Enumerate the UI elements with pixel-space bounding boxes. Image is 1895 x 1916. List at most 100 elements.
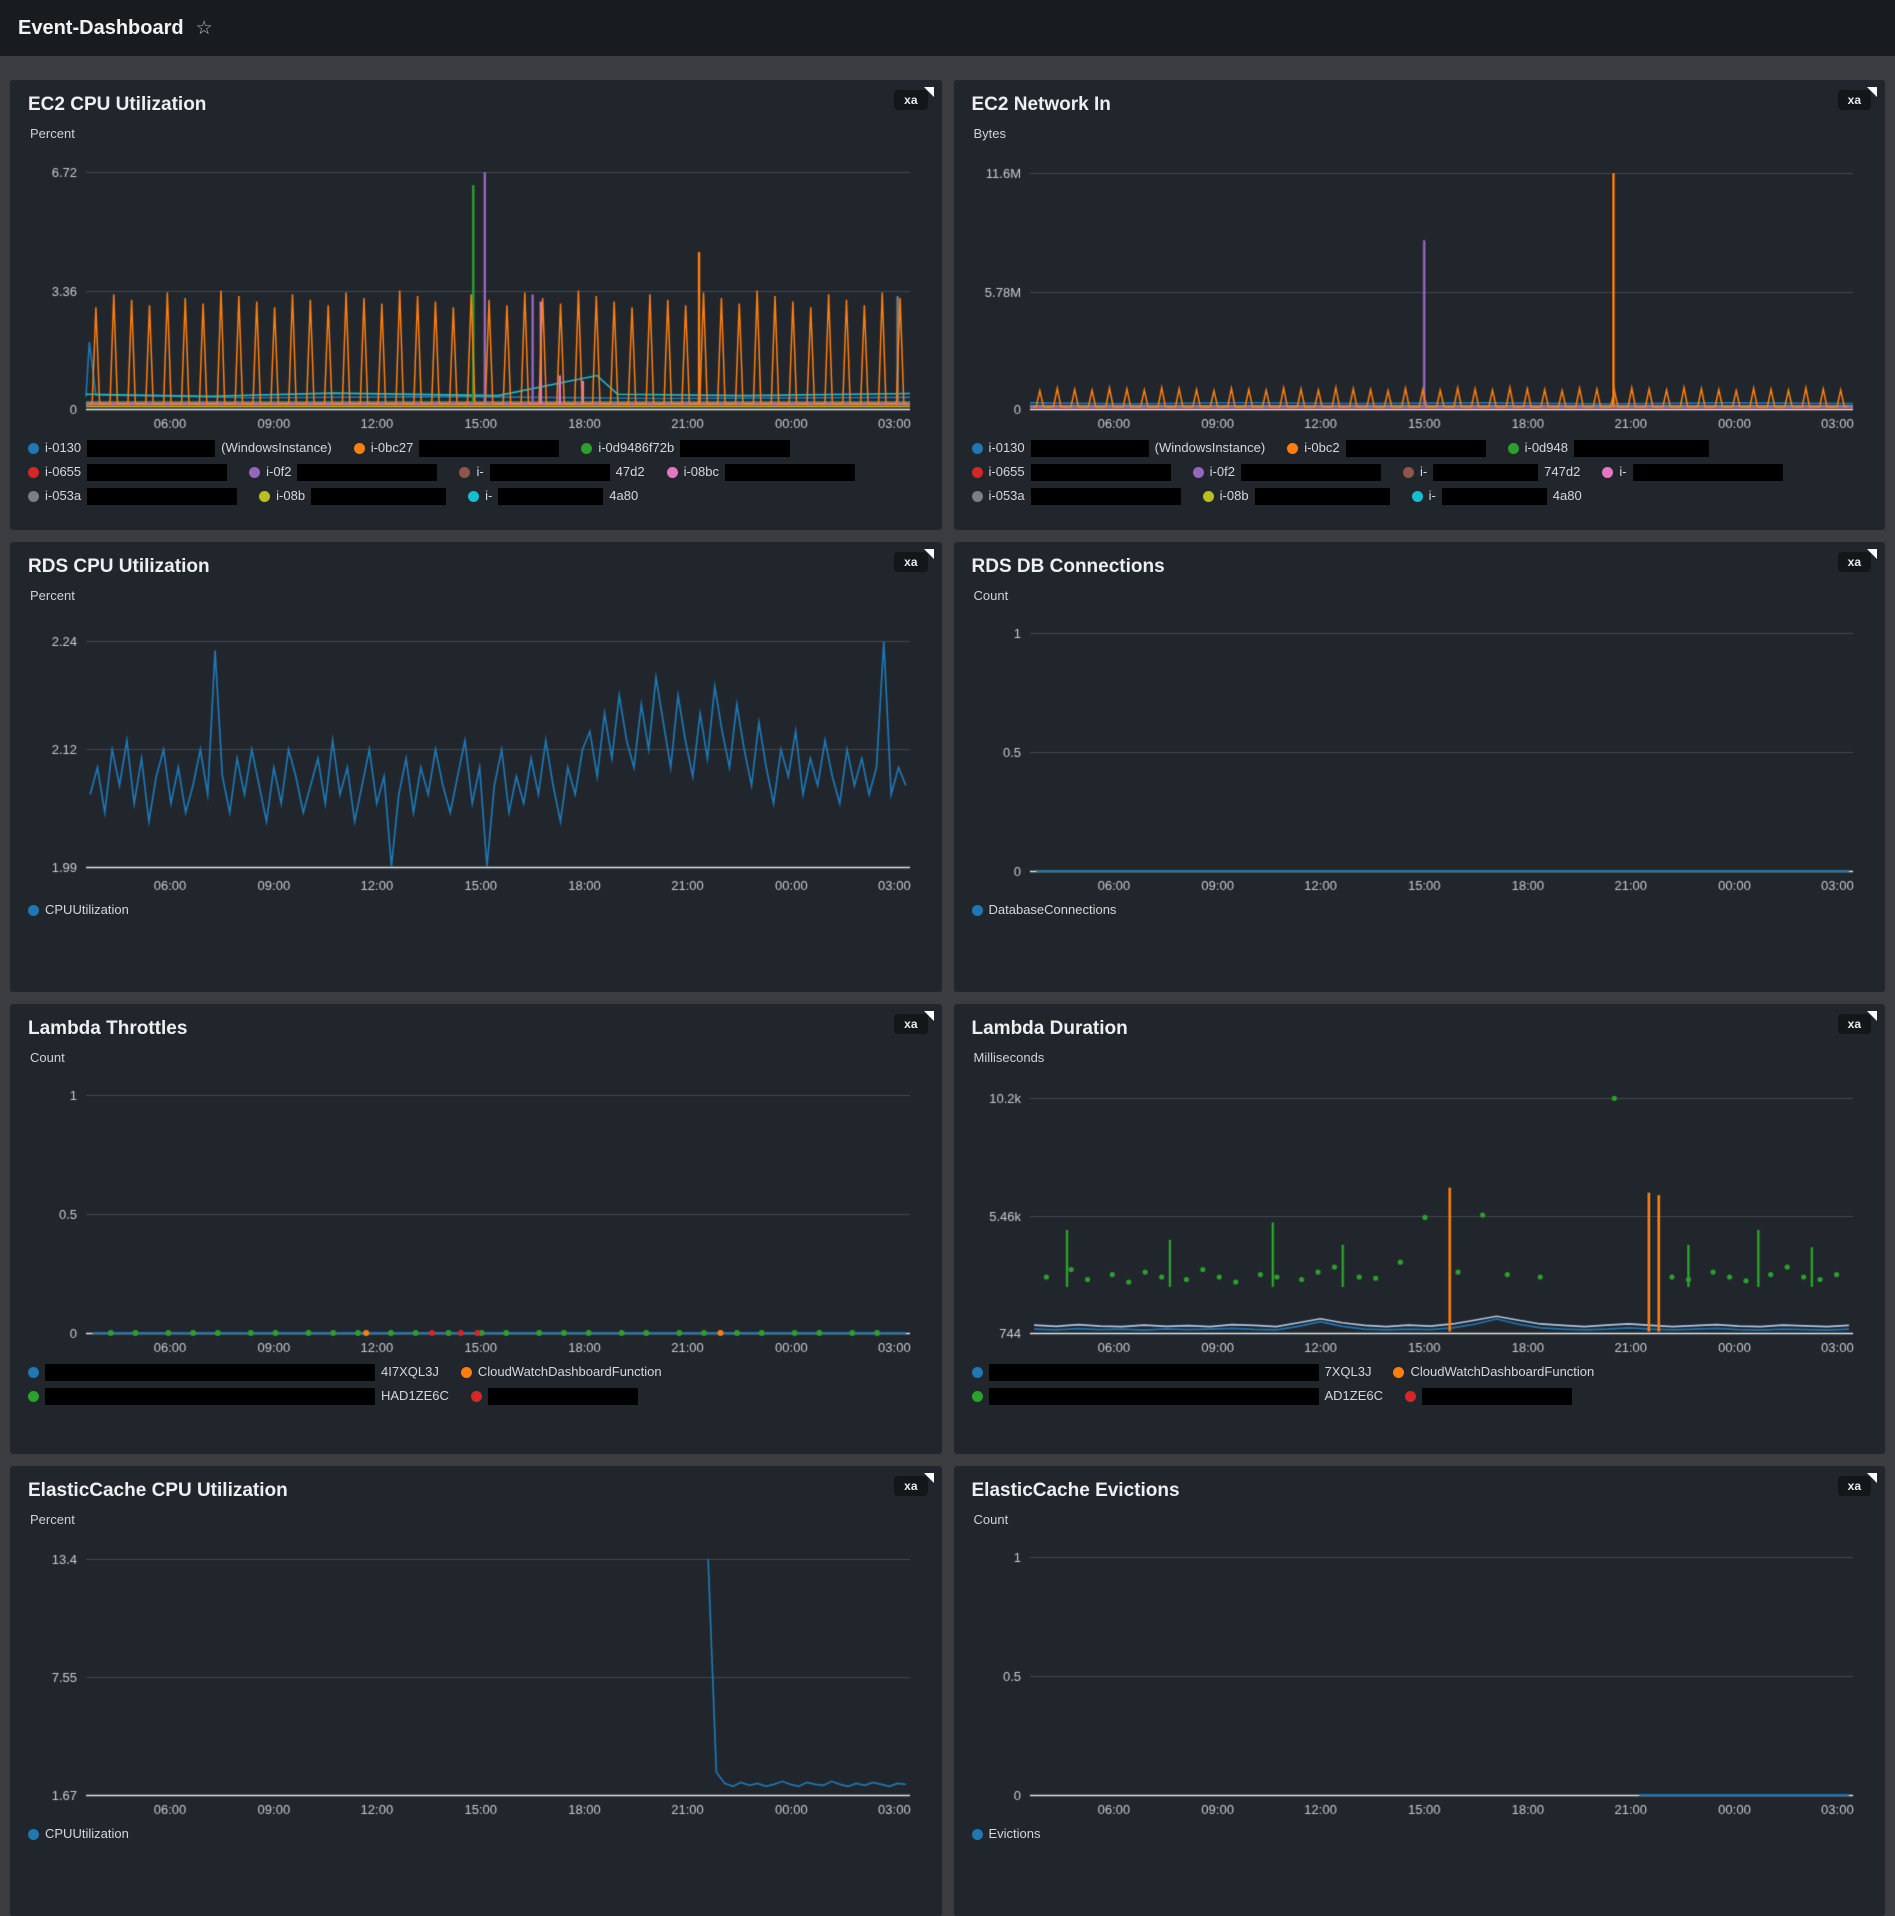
legend-color-dot [971,1366,983,1378]
legend-item[interactable]: i-0f2 [1192,461,1381,483]
legend-color-dot [971,466,983,478]
panel-title: EC2 CPU Utilization [28,94,207,115]
legend-item[interactable]: i-08bc [666,461,855,483]
chart-canvas-ec2-cpu[interactable] [28,143,924,435]
redacted-label [1254,487,1390,505]
panel-ec2-network-in: EC2 Network In xa Bytes i-0130 (WindowsIn… [953,80,1885,530]
legend-item[interactable]: i- [1602,461,1783,483]
legend-item[interactable]: DatabaseConnections [971,899,1116,921]
legend-item[interactable]: i-0130 (WindowsInstance) [28,437,332,459]
panel-menu-badge[interactable]: xa [894,1473,934,1496]
legend-item[interactable]: Evictions [971,1823,1041,1845]
legend-item[interactable]: CloudWatchDashboardFunction [460,1361,662,1383]
legend-item[interactable]: i- 4a80 [1411,485,1582,507]
legend-label: i-053a [988,488,1025,503]
y-axis-unit-label: Count [973,1512,1009,1527]
legend-label: CloudWatchDashboardFunction [1410,1364,1595,1379]
legend-color-dot [1202,490,1214,502]
legend-item[interactable]: 7XQL3J [971,1361,1371,1383]
chart-canvas-rds-connections[interactable] [971,605,1867,897]
panel-menu-badge[interactable]: xa [1837,1473,1877,1496]
legend-item[interactable]: i-0bc27 [353,437,560,459]
legend-item[interactable]: i- 747d2 [1402,461,1580,483]
legend-item[interactable]: CPUUtilization [28,899,129,921]
top-bar: Event-Dashboard ☆ [0,0,1895,56]
legend-item[interactable]: AD1ZE6C [971,1385,1383,1407]
legend-item[interactable]: i-0f2 [249,461,438,483]
corner-marker-icon [1867,1473,1877,1483]
legend-item[interactable]: i- 4a80 [468,485,638,507]
legend-item[interactable]: i-08b [259,485,447,507]
redacted-label [1030,439,1149,457]
legend-item[interactable] [1405,1385,1573,1407]
legend-item[interactable]: i- 47d2 [459,461,645,483]
panel-elasticcache-cpu-utilization: ElasticCache CPU Utilization xa Percent … [10,1466,942,1916]
panel-title: Lambda Throttles [28,1018,188,1039]
panel-menu-badge[interactable]: xa [1837,1011,1877,1034]
legend-item[interactable]: i-0d948 [1507,437,1709,459]
legend-color-dot [1507,442,1519,454]
panel-title: ElasticCache CPU Utilization [28,1480,288,1501]
redacted-label [487,1387,638,1405]
redacted-label [498,487,604,505]
chart-legend: i-0130 (WindowsInstance) i-0bc27 i-0d9486f7… [28,437,924,507]
legend-item[interactable]: i-0d9486f72b [581,437,791,459]
legend-color-dot [971,904,983,916]
legend-item[interactable] [470,1385,638,1407]
redacted-label [1240,463,1381,481]
redacted-label [1030,487,1181,505]
legend-label: CloudWatchDashboardFunction [477,1364,662,1379]
legend-label: i-0d948 [1524,440,1568,455]
legend-item[interactable]: i-0130 (WindowsInstance) [971,437,1265,459]
panel-menu-badge[interactable]: xa [894,87,934,110]
legend-label: i-0bc27 [370,440,414,455]
panel-menu-badge[interactable]: xa [894,1011,934,1034]
chart-canvas-elasticcache-evictions[interactable] [971,1529,1867,1821]
chart-canvas-rds-cpu[interactable] [28,605,924,897]
chart-legend: i-0130 (WindowsInstance) i-0bc2 i-0d948 i-06… [971,437,1868,507]
legend-color-dot [666,466,678,478]
chart-legend: Evictions [971,1823,1868,1845]
legend-item[interactable]: 4I7XQL3J [28,1361,439,1383]
redacted-label [1345,439,1486,457]
panel-elasticcache-evictions: ElasticCache Evictions xa Count Eviction… [953,1466,1885,1916]
legend-color-dot [1402,466,1414,478]
legend-color-dot [1411,490,1423,502]
legend-label: CPUUtilization [45,1826,129,1841]
legend-color-dot [971,442,983,454]
favorite-star-icon[interactable]: ☆ [195,17,213,39]
panel-menu-badge[interactable]: xa [1837,549,1877,572]
badge-label: xa [1847,93,1861,107]
legend-color-dot [249,466,261,478]
redacted-label [1030,463,1171,481]
panel-menu-badge[interactable]: xa [894,549,934,572]
legend-label: i-0655 [45,464,82,479]
legend-item[interactable]: i-0655 [28,461,228,483]
panel-lambda-duration: Lambda Duration xa Milliseconds 7XQL3J Cl… [953,1004,1885,1454]
redacted-label [1573,439,1709,457]
redacted-label [45,1387,375,1405]
chart-canvas-ec2-network-in[interactable] [971,143,1867,435]
legend-label: CPUUtilization [45,902,129,917]
legend-item[interactable]: CPUUtilization [28,1823,129,1845]
badge-label: xa [904,93,918,107]
redacted-label [988,1387,1319,1405]
legend-item[interactable]: i-0655 [971,461,1171,483]
chart-canvas-lambda-duration[interactable] [971,1067,1867,1359]
legend-item[interactable]: i-08b [1202,485,1390,507]
redacted-label [680,439,791,457]
legend-item[interactable]: i-053a [971,485,1181,507]
chart-canvas-lambda-throttles[interactable] [28,1067,924,1359]
redacted-label [311,487,447,505]
legend-label: i-0bc2 [1304,440,1340,455]
legend-item[interactable]: HAD1ZE6C [28,1385,449,1407]
legend-color-dot [28,1390,39,1402]
legend-item[interactable]: i-0bc2 [1287,437,1486,459]
y-axis-unit-label: Percent [30,588,75,603]
panel-menu-badge[interactable]: xa [1837,87,1877,110]
legend-item[interactable]: i-053a [28,485,238,507]
legend-label: 47d2 [615,464,645,479]
chart-canvas-elasticcache-cpu[interactable] [28,1529,924,1821]
legend-color-dot [581,442,593,454]
legend-item[interactable]: CloudWatchDashboardFunction [1393,1361,1594,1383]
